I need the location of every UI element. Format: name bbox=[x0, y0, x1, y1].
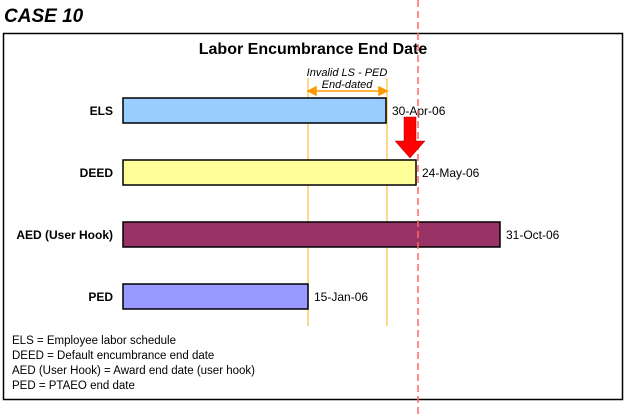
bar-ped bbox=[122, 283, 309, 310]
bar-deed bbox=[122, 159, 417, 186]
bar-aed bbox=[122, 221, 501, 248]
legend-item: PED = PTAEO end date bbox=[12, 380, 135, 392]
row-label: DEED bbox=[80, 166, 114, 180]
diagram-title: Labor Encumbrance End Date bbox=[199, 41, 428, 58]
row-date: 30-Apr-06 bbox=[392, 104, 446, 118]
bar-els bbox=[122, 97, 387, 124]
legend-item: ELS = Employee labor schedule bbox=[12, 335, 176, 347]
frame bbox=[2, 32, 624, 401]
row-date: 24-May-06 bbox=[422, 166, 480, 180]
annotation-line2: End-dated bbox=[322, 79, 374, 91]
range-arrow bbox=[306, 85, 389, 97]
annotation-line1: Invalid LS - PED bbox=[307, 67, 388, 79]
row-date: 15-Jan-06 bbox=[314, 290, 368, 304]
legend-item: DEED = Default encumbrance end date bbox=[12, 350, 214, 362]
row-date: 31-Oct-06 bbox=[506, 228, 560, 242]
down-arrow-icon bbox=[394, 116, 426, 159]
row-label: PED bbox=[88, 290, 113, 304]
row-label: ELS bbox=[90, 104, 113, 118]
row-label: AED (User Hook) bbox=[16, 228, 113, 242]
legend-item: AED (User Hook) = Award end date (user h… bbox=[12, 365, 255, 377]
legend: ELS = Employee labor schedule DEED = Def… bbox=[12, 335, 255, 392]
case-title: CASE 10 bbox=[4, 6, 84, 27]
